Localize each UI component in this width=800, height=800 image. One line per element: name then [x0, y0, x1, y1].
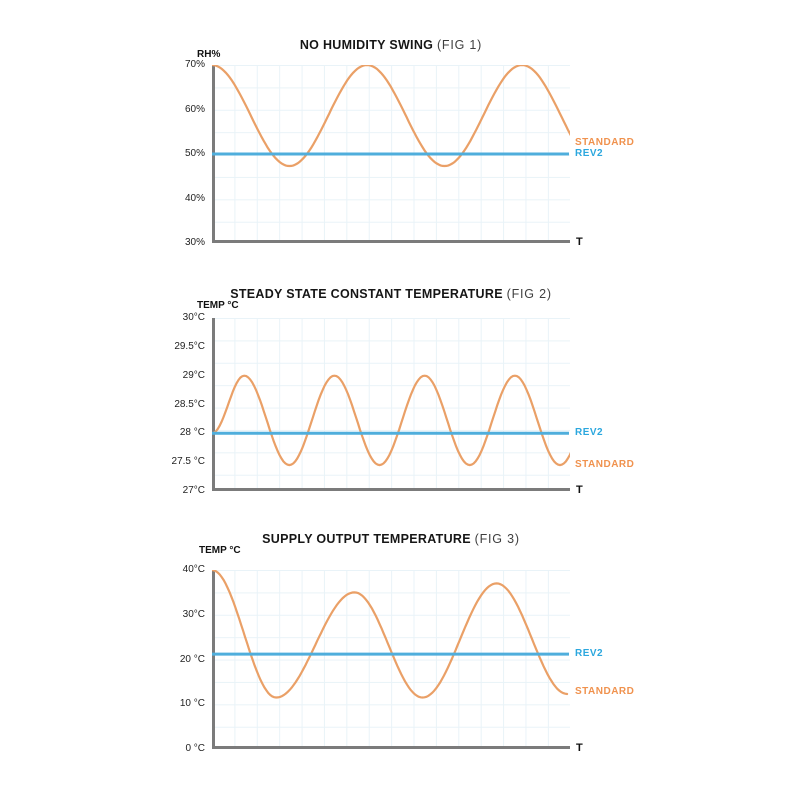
- y-tick-label: 27.5 °C: [171, 456, 205, 468]
- chart-fig-label: (FIG 3): [474, 532, 520, 546]
- x-axis: [212, 746, 570, 749]
- chart-fig-label: (FIG 1): [436, 38, 483, 52]
- y-axis-label: TEMP °C: [199, 545, 241, 556]
- chart-title: STEADY STATE CONSTANT TEMPERATURE (FIG 2…: [212, 288, 570, 301]
- legend-rev2: REV2: [575, 148, 604, 159]
- x-axis-label: T: [576, 484, 583, 496]
- plot-svg: [212, 570, 569, 699]
- x-axis: [212, 240, 570, 243]
- chart-fig-label: (FIG 2): [506, 287, 552, 301]
- plot-area: [212, 570, 570, 749]
- legend-rev2: REV2: [575, 427, 604, 439]
- y-tick-label: 28.5°C: [174, 398, 205, 410]
- chart-title: NO HUMIDITY SWING (FIG 1): [212, 39, 570, 52]
- x-axis-label: T: [576, 236, 583, 248]
- y-tick-label: 10 °C: [179, 698, 205, 710]
- plot-svg: [212, 374, 570, 467]
- legend-standard: STANDARD: [575, 137, 635, 149]
- legend-standard: STANDARD: [575, 686, 635, 698]
- plot-area: [212, 318, 570, 491]
- y-tick-label: 70%: [184, 59, 205, 70]
- legend-standard: STANDARD: [575, 459, 635, 471]
- y-axis-label: TEMP °C: [197, 300, 239, 311]
- standard-curve: [212, 374, 570, 467]
- standard-curve: [212, 65, 570, 168]
- y-tick-label: 29°C: [182, 369, 205, 381]
- y-tick-label: 20 °C: [179, 653, 205, 665]
- plot-svg: [212, 65, 570, 168]
- y-tick-label: 29.5°C: [174, 340, 205, 352]
- y-tick-label: 40°C: [182, 564, 205, 575]
- x-axis: [212, 488, 570, 491]
- chart-title-text: NO HUMIDITY SWING: [299, 38, 434, 52]
- y-tick-label: 0 °C: [185, 743, 205, 754]
- y-axis: [212, 570, 215, 749]
- y-axis-label: RH%: [197, 49, 221, 60]
- y-tick-label: 40%: [184, 192, 205, 204]
- legend-rev2: REV2: [575, 648, 604, 660]
- y-tick-label: 50%: [184, 148, 205, 159]
- x-axis-label: T: [576, 742, 583, 754]
- y-tick-label: 30%: [184, 237, 205, 248]
- chart-title-text: STEADY STATE CONSTANT TEMPERATURE: [230, 287, 503, 301]
- y-tick-label: 30°C: [182, 608, 205, 620]
- standard-curve: [212, 570, 569, 699]
- y-tick-label: 30°C: [182, 312, 205, 323]
- y-tick-label: 27°C: [182, 485, 205, 496]
- chart-title-text: SUPPLY OUTPUT TEMPERATURE: [262, 532, 471, 546]
- chart-title: SUPPLY OUTPUT TEMPERATURE (FIG 3): [212, 533, 570, 546]
- y-tick-label: 60%: [184, 103, 205, 115]
- y-axis: [212, 318, 215, 491]
- y-tick-label: 28 °C: [179, 427, 205, 439]
